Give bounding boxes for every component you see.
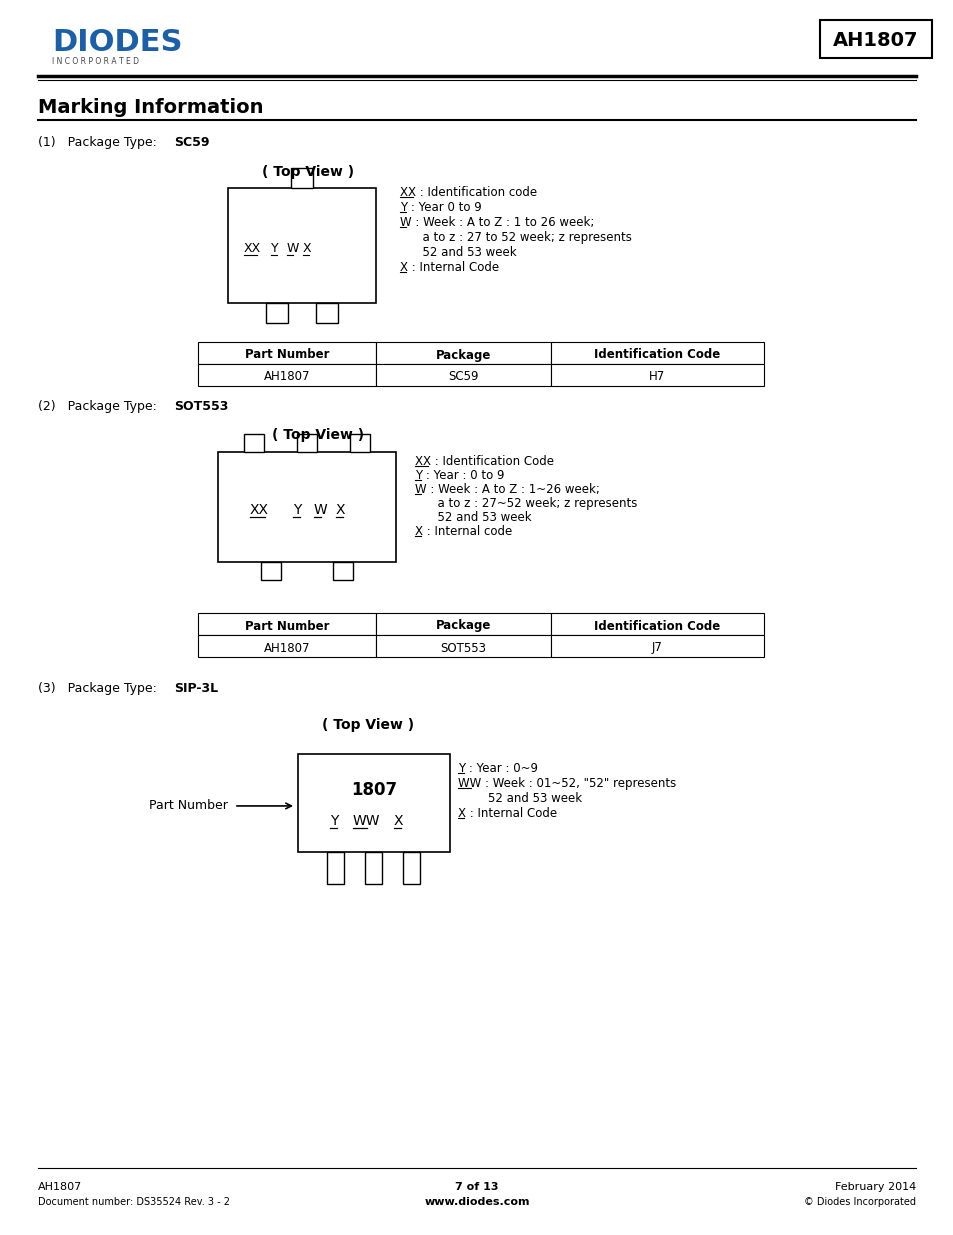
Text: Y : Year : 0~9: Y : Year : 0~9 — [457, 762, 537, 776]
Text: X: X — [303, 242, 312, 254]
Bar — [327, 852, 344, 884]
Text: Part Number: Part Number — [149, 799, 228, 813]
Text: Y: Y — [293, 503, 301, 517]
Bar — [375, 364, 551, 387]
Text: (1)   Package Type:: (1) Package Type: — [38, 136, 161, 149]
Text: a to z : 27~52 week; z represents: a to z : 27~52 week; z represents — [415, 496, 637, 510]
Text: © Diodes Incorporated: © Diodes Incorporated — [803, 1197, 915, 1207]
Bar — [375, 613, 551, 635]
Text: H7: H7 — [649, 370, 665, 384]
Text: 1807: 1807 — [351, 782, 396, 799]
Bar — [198, 364, 375, 387]
Bar — [261, 562, 281, 580]
Text: Document number: DS35524 Rev. 3 - 2: Document number: DS35524 Rev. 3 - 2 — [38, 1197, 230, 1207]
Text: Y: Y — [271, 242, 278, 254]
Text: (2)   Package Type:: (2) Package Type: — [38, 400, 161, 412]
Text: XX: XX — [244, 242, 261, 254]
Text: W: W — [314, 503, 328, 517]
Text: X: X — [335, 503, 345, 517]
Text: W: W — [287, 242, 299, 254]
Text: XX : Identification code: XX : Identification code — [399, 186, 537, 199]
Bar — [551, 613, 763, 635]
Bar — [551, 342, 763, 364]
Bar — [350, 433, 370, 452]
Text: Identification Code: Identification Code — [594, 620, 720, 632]
Text: I N C O R P O R A T E D: I N C O R P O R A T E D — [52, 57, 139, 65]
Text: X: X — [394, 814, 403, 827]
Bar — [243, 433, 263, 452]
Text: ( Top View ): ( Top View ) — [262, 165, 354, 179]
Text: X : Internal Code: X : Internal Code — [399, 261, 498, 274]
Text: www.diodes.com: www.diodes.com — [424, 1197, 529, 1207]
Bar — [228, 188, 375, 303]
Text: 7 of 13: 7 of 13 — [455, 1182, 498, 1192]
Text: Package: Package — [436, 620, 491, 632]
Text: AH1807: AH1807 — [263, 370, 310, 384]
Bar — [218, 452, 395, 562]
Text: ( Top View ): ( Top View ) — [272, 429, 364, 442]
Text: Marking Information: Marking Information — [38, 98, 263, 117]
Text: a to z : 27 to 52 week; z represents: a to z : 27 to 52 week; z represents — [399, 231, 631, 245]
Text: X : Internal code: X : Internal code — [415, 525, 512, 538]
Text: February 2014: February 2014 — [834, 1182, 915, 1192]
Bar — [297, 755, 450, 852]
Bar — [198, 635, 375, 657]
Text: SOT553: SOT553 — [440, 641, 486, 655]
Bar — [333, 562, 353, 580]
Bar — [266, 303, 288, 324]
Text: Part Number: Part Number — [245, 348, 329, 362]
Bar — [365, 852, 382, 884]
Bar — [551, 364, 763, 387]
Text: XX : Identification Code: XX : Identification Code — [415, 454, 554, 468]
Text: (3)   Package Type:: (3) Package Type: — [38, 682, 161, 695]
Text: AH1807: AH1807 — [832, 32, 918, 51]
Text: 52 and 53 week: 52 and 53 week — [415, 511, 531, 524]
Text: DIODES: DIODES — [52, 28, 182, 57]
Text: SOT553: SOT553 — [173, 400, 228, 412]
Text: J7: J7 — [652, 641, 662, 655]
Bar — [198, 342, 375, 364]
Text: ( Top View ): ( Top View ) — [321, 718, 414, 732]
Text: Y: Y — [330, 814, 338, 827]
Text: X : Internal Code: X : Internal Code — [457, 806, 557, 820]
Text: WW : Week : 01~52, "52" represents: WW : Week : 01~52, "52" represents — [457, 777, 676, 790]
Text: 52 and 53 week: 52 and 53 week — [457, 792, 581, 805]
Text: WW: WW — [353, 814, 380, 827]
Text: W : Week : A to Z : 1~26 week;: W : Week : A to Z : 1~26 week; — [415, 483, 599, 496]
Bar — [820, 20, 931, 58]
Bar — [551, 635, 763, 657]
Text: SIP-3L: SIP-3L — [173, 682, 218, 695]
Text: AH1807: AH1807 — [263, 641, 310, 655]
Bar — [375, 342, 551, 364]
Text: SC59: SC59 — [173, 136, 210, 149]
Text: Package: Package — [436, 348, 491, 362]
Text: Y : Year : 0 to 9: Y : Year : 0 to 9 — [415, 469, 504, 482]
Text: Part Number: Part Number — [245, 620, 329, 632]
Text: Identification Code: Identification Code — [594, 348, 720, 362]
Bar — [198, 613, 375, 635]
Text: AH1807: AH1807 — [38, 1182, 82, 1192]
Bar — [291, 168, 313, 188]
Bar — [375, 635, 551, 657]
Text: W : Week : A to Z : 1 to 26 week;: W : Week : A to Z : 1 to 26 week; — [399, 216, 594, 228]
Bar — [403, 852, 420, 884]
Bar — [315, 303, 337, 324]
Text: Y : Year 0 to 9: Y : Year 0 to 9 — [399, 201, 481, 214]
Text: XX: XX — [250, 503, 269, 517]
Text: 52 and 53 week: 52 and 53 week — [399, 246, 517, 259]
Bar — [296, 433, 316, 452]
Text: SC59: SC59 — [448, 370, 478, 384]
